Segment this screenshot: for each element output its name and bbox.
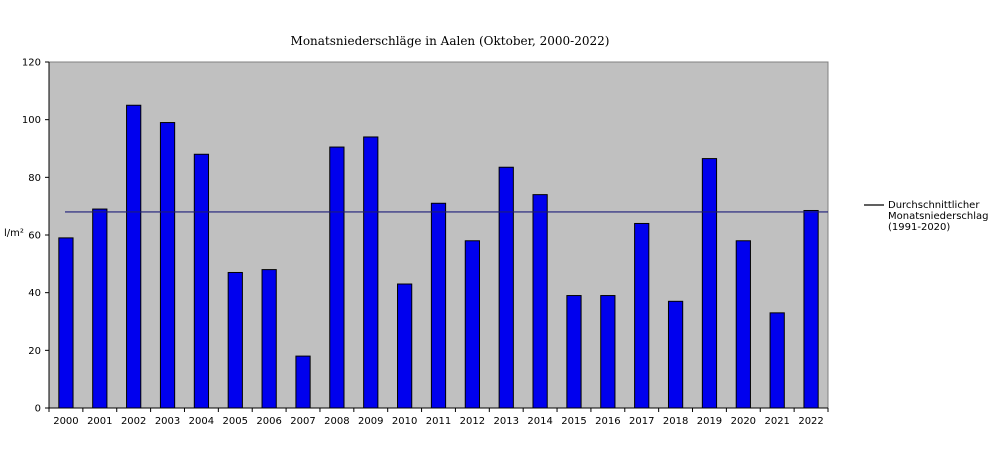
y-tick-label: 0 bbox=[35, 404, 41, 415]
bar bbox=[295, 355, 311, 409]
x-tick-label: 2011 bbox=[426, 416, 451, 427]
legend-label: Durchschnittlicher bbox=[888, 200, 980, 211]
chart-title: Monatsniederschläge in Aalen (Oktober, 2… bbox=[291, 34, 610, 48]
y-tick-label: 20 bbox=[28, 346, 41, 357]
x-tick-label: 2017 bbox=[629, 416, 654, 427]
bar bbox=[498, 166, 514, 409]
bar bbox=[193, 153, 210, 409]
x-axis: 2000 2001 2002 2003 2004 2005 2006 2007 2008 2009… bbox=[48, 407, 829, 427]
bar bbox=[430, 202, 447, 409]
y-tick-label: 40 bbox=[28, 288, 41, 299]
x-tick-label: 2020 bbox=[731, 416, 756, 427]
x-tick-label: 2019 bbox=[697, 416, 722, 427]
x-tick-label: 2010 bbox=[392, 416, 417, 427]
bar bbox=[667, 300, 684, 409]
x-tick-label: 2022 bbox=[798, 416, 823, 427]
x-tick-label: 2018 bbox=[663, 416, 688, 427]
bar bbox=[397, 283, 413, 409]
x-tick-label: 2006 bbox=[256, 416, 281, 427]
bar-series bbox=[58, 104, 819, 409]
x-tick-label: 2000 bbox=[53, 416, 78, 427]
bar bbox=[566, 295, 582, 409]
y-tick-label: 80 bbox=[28, 173, 41, 184]
x-tick-label: 2013 bbox=[494, 416, 519, 427]
bar bbox=[92, 208, 108, 409]
x-tick-label: 2021 bbox=[764, 416, 789, 427]
bar bbox=[464, 240, 480, 409]
x-tick-label: 2014 bbox=[527, 416, 552, 427]
legend-label: Monatsniederschlag bbox=[888, 211, 989, 222]
bar bbox=[769, 312, 785, 409]
x-tick-label: 2016 bbox=[595, 416, 620, 427]
legend: DurchschnittlicherMonatsniederschlag(199… bbox=[864, 200, 989, 233]
x-tick-label: 2015 bbox=[561, 416, 586, 427]
bar bbox=[532, 194, 548, 409]
bar bbox=[126, 104, 142, 409]
x-tick-label: 2002 bbox=[121, 416, 146, 427]
y-axis-label: l/m² bbox=[4, 228, 24, 239]
x-tick-label: 2008 bbox=[324, 416, 349, 427]
y-tick-label: 100 bbox=[22, 115, 41, 126]
bar bbox=[600, 295, 616, 409]
bar bbox=[261, 269, 277, 409]
x-tick-label: 2001 bbox=[87, 416, 112, 427]
legend-label: (1991-2020) bbox=[888, 222, 950, 233]
x-tick-label: 2007 bbox=[290, 416, 315, 427]
x-tick-label: 2003 bbox=[155, 416, 180, 427]
y-tick-label: 60 bbox=[28, 231, 41, 242]
y-axis: 0 20 40 60 80 100 120 bbox=[22, 58, 50, 415]
x-tick-label: 2009 bbox=[358, 416, 383, 427]
bar bbox=[227, 271, 243, 409]
y-tick-label: 120 bbox=[22, 58, 41, 69]
bar bbox=[735, 240, 751, 409]
bar bbox=[363, 136, 379, 409]
bar bbox=[803, 209, 819, 409]
bar bbox=[58, 237, 74, 409]
x-tick-label: 2004 bbox=[189, 416, 214, 427]
bar bbox=[329, 146, 345, 409]
bar bbox=[159, 122, 176, 409]
bar bbox=[634, 222, 650, 409]
x-tick-label: 2005 bbox=[223, 416, 248, 427]
x-tick-label: 2012 bbox=[460, 416, 485, 427]
bar bbox=[701, 158, 718, 409]
